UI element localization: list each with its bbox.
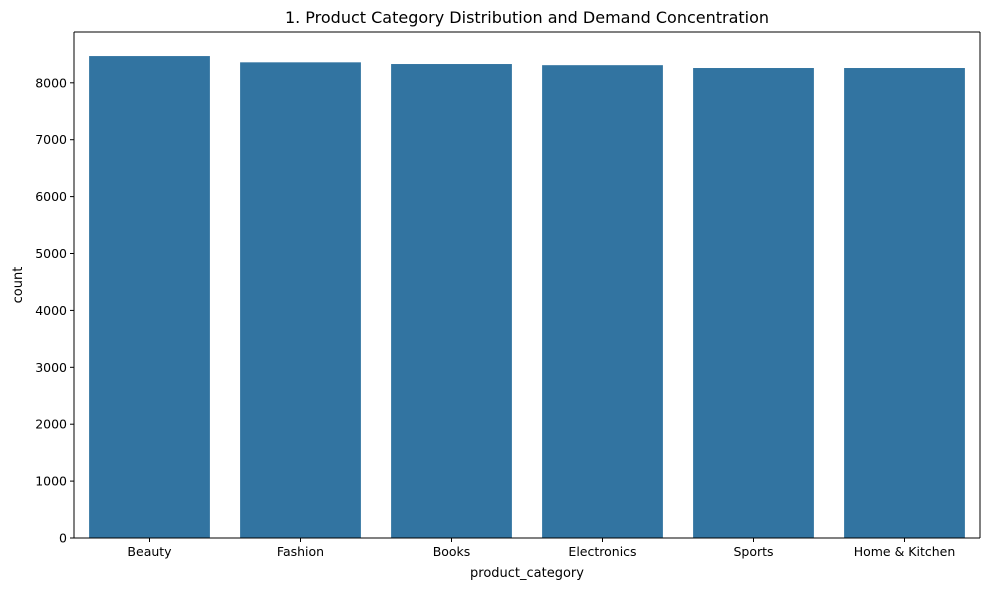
y-tick-label: 3000 [35,360,67,375]
bar-beauty [89,56,210,538]
y-tick-label: 8000 [35,75,67,90]
y-tick-label: 2000 [35,417,67,432]
bar-sports [693,68,814,538]
y-tick-label: 7000 [35,132,67,147]
x-tick-label: Books [433,544,471,559]
x-axis-label: product_category [470,566,584,581]
plot-area: 0 1000 2000 3000 4000 5000 6000 7000 8000 Beauty… [35,31,981,559]
bar-fashion [240,62,361,539]
y-tick-label: 5000 [35,246,67,261]
bar-books [391,64,512,538]
y-tick-label: 6000 [35,189,67,204]
x-tick-label: Fashion [277,544,324,559]
chart-title: 1. Product Category Distribution and Dem… [285,8,769,27]
y-tick-label: 4000 [35,303,67,318]
y-axis-ticks: 0 1000 2000 3000 4000 5000 6000 7000 8000 [35,75,74,546]
y-tick-label: 0 [59,531,67,546]
x-tick-label: Home & Kitchen [854,544,956,559]
bar-home-kitchen [844,68,965,538]
x-tick-label: Sports [733,544,773,559]
x-tick-label: Electronics [568,544,636,559]
bars-group [89,56,965,539]
x-axis-ticks: Beauty Fashion Books Electronics Sports Home … [127,538,955,559]
bar-electronics [542,65,663,538]
y-tick-label: 1000 [35,474,67,489]
x-tick-label: Beauty [127,544,172,559]
y-axis-label: count [11,267,26,304]
